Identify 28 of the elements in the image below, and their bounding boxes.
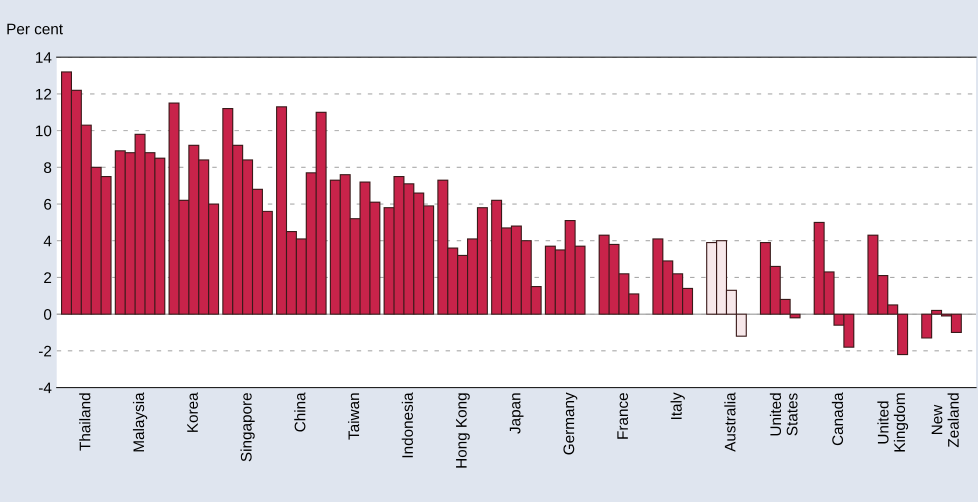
x-tick-label: France	[617, 393, 628, 439]
x-tick-label: Thailand	[79, 393, 90, 451]
x-tick-label: New Zealand	[932, 393, 959, 448]
x-tick-label: Japan	[510, 393, 524, 434]
x-tick-label: Singapore	[240, 393, 255, 462]
x-tick-label: Italy	[670, 392, 685, 420]
y-tick-label: -4	[38, 382, 52, 394]
x-tick-label: United Kingdom	[877, 393, 908, 452]
x-tick-label: Korea	[187, 392, 198, 432]
x-tick-label: Canada	[832, 392, 844, 446]
y-tick-label: 10	[36, 126, 52, 136]
x-tick-label: Australia	[724, 392, 736, 452]
x-tick-label: Indonesia	[402, 392, 413, 458]
y-tick-label: -2	[38, 346, 52, 356]
y-tick-label: 0	[44, 309, 52, 320]
y-tick-label: 4	[44, 236, 52, 246]
x-tick-label: Germany	[563, 392, 578, 454]
x-tick-label: Taiwan	[348, 393, 360, 440]
y-axis-title: Per cent	[7, 24, 63, 34]
x-tick-label: Malaysia	[132, 392, 148, 452]
x-tick-label: Hong Kong	[456, 393, 470, 468]
y-tick-label: 8	[44, 162, 52, 174]
x-tick-label: United States	[770, 393, 798, 436]
y-tick-label: 14	[36, 52, 52, 63]
y-tick-label: 6	[44, 198, 52, 210]
x-tick-label: China	[294, 392, 306, 432]
y-tick-label: 2	[44, 272, 52, 283]
y-tick-label: 12	[36, 88, 52, 100]
